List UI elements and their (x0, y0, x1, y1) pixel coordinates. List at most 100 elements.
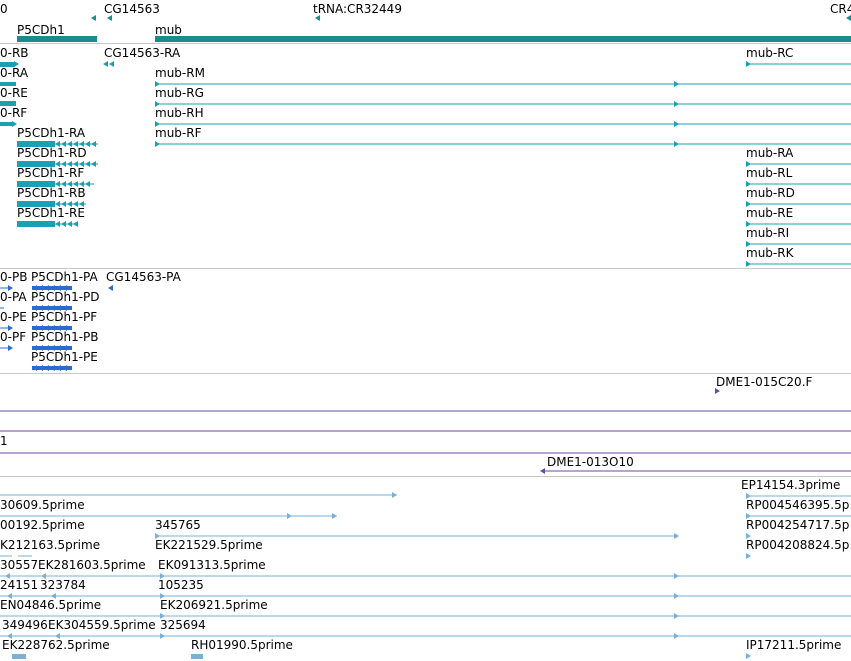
protein-label[interactable]: P5CDh1-PF (31, 310, 98, 324)
clone-label[interactable]: DME1-015C20.F (716, 375, 813, 389)
exon-block[interactable] (674, 141, 679, 147)
gene-label[interactable]: 0 (0, 2, 8, 16)
est-arrow[interactable] (160, 573, 165, 579)
est-label[interactable]: RP004208824.5p (746, 538, 850, 552)
exon-block[interactable] (61, 201, 66, 207)
est-arrow[interactable] (51, 593, 56, 599)
strand-arrow[interactable] (8, 285, 13, 291)
est-label[interactable]: EK206921.5prime (160, 598, 268, 612)
exon-block[interactable] (79, 141, 84, 147)
exon-block[interactable] (155, 81, 160, 87)
est-label[interactable]: EK228762.5prime (2, 638, 110, 652)
est-arrow[interactable] (674, 533, 679, 539)
exon-block[interactable] (85, 181, 90, 187)
est-arrow[interactable] (746, 653, 751, 659)
strand-arrow[interactable] (38, 345, 43, 351)
est-label[interactable]: EK281603.5prime (38, 558, 146, 572)
protein-label[interactable]: 0-PE (0, 310, 27, 324)
strand-arrow[interactable] (38, 285, 43, 291)
transcript-label[interactable]: 0-RE (0, 86, 28, 100)
transcript-label[interactable]: 0-RA (0, 66, 29, 80)
exon-block[interactable] (67, 201, 72, 207)
est-arrow[interactable] (160, 633, 165, 639)
strand-arrow[interactable] (56, 345, 61, 351)
strand-arrow[interactable] (62, 345, 67, 351)
est-arrow[interactable] (674, 633, 679, 639)
est-label[interactable]: EK091313.5prime (158, 558, 266, 572)
gene-label[interactable]: P5CDh1 (17, 23, 65, 37)
est-label[interactable]: RH01990.5prime (191, 638, 293, 652)
est-label[interactable]: EK221529.5prime (155, 538, 263, 552)
protein-block[interactable] (108, 285, 113, 291)
est-arrow[interactable] (5, 573, 10, 579)
gene-label[interactable]: CG14563 (104, 2, 160, 16)
transcript-label[interactable]: mub-RG (155, 86, 204, 100)
transcript-label[interactable]: P5CDh1-RB (17, 186, 86, 200)
gene-strand-arrow[interactable] (107, 15, 112, 21)
exon-block[interactable] (85, 161, 90, 167)
protein-label[interactable]: 0-PF (0, 330, 27, 344)
transcript-label[interactable]: mub-RL (746, 166, 793, 180)
est-block[interactable] (191, 654, 203, 659)
est-arrow[interactable] (41, 573, 46, 579)
strand-arrow[interactable] (62, 325, 67, 331)
exon-block[interactable] (17, 161, 55, 167)
est-label[interactable]: 105235 (158, 578, 204, 592)
exon-block[interactable] (61, 141, 66, 147)
strand-arrow[interactable] (38, 305, 43, 311)
exon-block[interactable] (746, 221, 751, 227)
strand-arrow[interactable] (56, 365, 61, 371)
gene-strand-arrow[interactable] (91, 15, 96, 21)
exon-block[interactable] (17, 181, 55, 187)
exon-block[interactable] (674, 101, 679, 107)
est-arrow[interactable] (7, 633, 12, 639)
transcript-label[interactable]: mub-RI (746, 226, 790, 240)
exon-block[interactable] (0, 62, 14, 67)
exon-block[interactable] (746, 201, 751, 207)
est-label[interactable]: 30557 (0, 558, 39, 572)
transcript-label[interactable]: 0-RF (0, 106, 28, 120)
strand-arrow[interactable] (50, 325, 55, 331)
est-label[interactable]: 30609.5prime (0, 498, 85, 512)
est-arrow[interactable] (160, 613, 165, 619)
strand-arrow[interactable] (32, 305, 37, 311)
exon-block[interactable] (67, 141, 72, 147)
clone-arrow[interactable] (715, 388, 720, 394)
est-label[interactable]: EP14154.3prime (741, 478, 841, 492)
strand-arrow[interactable] (8, 345, 13, 351)
strand-arrow[interactable] (38, 365, 43, 371)
est-label[interactable]: 345765 (155, 518, 201, 532)
exon-block[interactable] (155, 101, 160, 107)
transcript-label[interactable]: mub-RF (155, 126, 202, 140)
exon-block[interactable] (746, 261, 751, 267)
exon-block[interactable] (17, 141, 55, 147)
strand-arrow[interactable] (56, 305, 61, 311)
exon-block[interactable] (55, 181, 60, 187)
exon-block[interactable] (85, 141, 90, 147)
exon-block[interactable] (67, 161, 72, 167)
clone-label[interactable]: DME1-013O10 (547, 455, 634, 469)
est-label[interactable]: EN04846.5prime (0, 598, 102, 612)
est-label[interactable]: EK304559.5prime (48, 618, 156, 632)
strand-arrow[interactable] (32, 325, 37, 331)
protein-label[interactable]: CG14563-PA (106, 270, 181, 284)
transcript-label[interactable]: P5CDh1-RA (17, 126, 86, 140)
strand-arrow[interactable] (50, 365, 55, 371)
strand-arrow[interactable] (56, 285, 61, 291)
est-label[interactable]: K212163.5prime (0, 538, 101, 552)
est-label[interactable]: 24151 (0, 578, 39, 592)
exon-block[interactable] (91, 161, 96, 167)
exon-block[interactable] (55, 161, 60, 167)
exon-block[interactable] (0, 122, 12, 126)
exon-block[interactable] (73, 141, 78, 147)
est-arrow[interactable] (392, 492, 397, 498)
transcript-label[interactable]: CG14563-RA (104, 46, 181, 60)
exon-block[interactable] (55, 141, 60, 147)
strand-arrow[interactable] (44, 305, 49, 311)
exon-block[interactable] (746, 161, 751, 167)
strand-arrow[interactable] (32, 285, 37, 291)
strand-arrow[interactable] (44, 325, 49, 331)
transcript-label[interactable]: mub-RM (155, 66, 205, 80)
gene-strand-arrow[interactable] (315, 15, 320, 21)
transcript-label[interactable]: P5CDh1-RD (17, 146, 87, 160)
